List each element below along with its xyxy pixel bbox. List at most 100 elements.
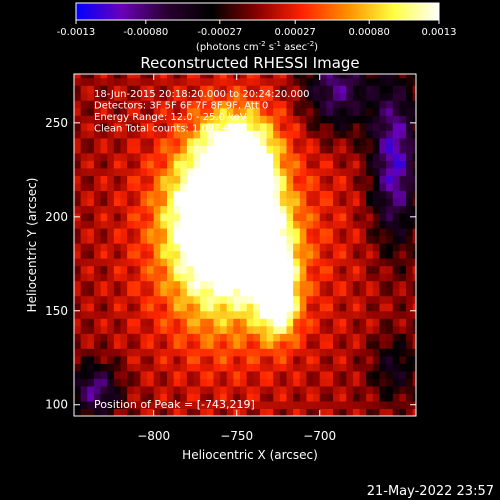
heatmap-cell xyxy=(74,385,82,394)
heatmap-cell xyxy=(366,122,374,131)
heatmap-cell xyxy=(273,250,281,259)
heatmap-cell xyxy=(186,235,195,244)
heatmap-cell xyxy=(266,288,274,297)
heatmap-cell xyxy=(319,303,327,312)
heatmap-cell xyxy=(246,130,254,139)
heatmap-cell xyxy=(379,160,387,169)
heatmap-cell xyxy=(259,137,268,146)
heatmap-cell xyxy=(319,243,327,252)
heatmap-cell xyxy=(220,310,228,319)
heatmap-cell xyxy=(220,385,228,394)
heatmap-cell xyxy=(346,318,354,327)
heatmap-cell xyxy=(93,385,102,394)
heatmap-cell xyxy=(107,408,115,416)
heatmap-cell xyxy=(286,152,294,161)
heatmap-cell xyxy=(246,250,254,259)
heatmap-cell xyxy=(147,333,155,342)
heatmap-cell xyxy=(266,400,274,409)
heatmap-cell xyxy=(293,205,301,214)
heatmap-cell xyxy=(339,258,347,267)
heatmap-cell xyxy=(253,107,261,116)
heatmap-cell xyxy=(166,243,175,252)
heatmap-cell xyxy=(259,77,268,86)
heatmap-cell xyxy=(173,107,181,116)
heatmap-cell xyxy=(166,167,175,176)
heatmap-cell xyxy=(140,74,148,79)
heatmap-cell xyxy=(313,243,321,252)
heatmap-cell xyxy=(392,220,400,229)
heatmap-cell xyxy=(193,355,201,364)
heatmap-cell xyxy=(259,258,268,267)
heatmap-cell xyxy=(279,258,288,267)
heatmap-cell xyxy=(246,152,254,161)
heatmap-cell xyxy=(226,385,234,394)
heatmap-cell xyxy=(366,310,374,319)
heatmap-cell xyxy=(392,408,400,416)
heatmap-cell xyxy=(379,318,387,327)
heatmap-cell xyxy=(366,348,374,357)
heatmap-cell xyxy=(220,190,228,199)
heatmap-cell xyxy=(332,235,341,244)
heatmap-cell xyxy=(147,273,155,282)
heatmap-cell xyxy=(133,198,141,207)
heatmap-cell xyxy=(332,100,341,109)
heatmap-cell xyxy=(386,348,394,357)
heatmap-cell xyxy=(379,370,387,379)
heatmap-cell xyxy=(259,348,268,357)
heatmap-cell xyxy=(93,400,102,409)
heatmap-cell xyxy=(246,205,254,214)
heatmap-cell xyxy=(266,137,274,146)
heatmap-cell xyxy=(293,107,301,116)
heatmap-cell xyxy=(286,273,294,282)
heatmap-cell xyxy=(113,190,121,199)
heatmap-cell xyxy=(140,303,148,312)
heatmap-cell xyxy=(279,393,288,402)
heatmap-cell xyxy=(286,288,294,297)
heatmap-cell xyxy=(220,175,228,184)
heatmap-cell xyxy=(253,145,261,154)
heatmap-cell xyxy=(293,280,301,289)
heatmap-cell xyxy=(160,205,168,214)
heatmap-cell xyxy=(273,74,281,79)
heatmap-cell xyxy=(166,258,175,267)
heatmap-cell xyxy=(213,92,221,101)
heatmap-cell xyxy=(93,190,102,199)
heatmap-cell xyxy=(147,190,155,199)
heatmap-cell xyxy=(147,318,155,327)
heatmap-cell xyxy=(140,295,148,304)
heatmap-cell xyxy=(319,385,327,394)
heatmap-cell xyxy=(186,250,195,259)
heatmap-cell xyxy=(253,250,261,259)
heatmap-cell xyxy=(107,340,115,349)
heatmap-cell xyxy=(332,205,341,214)
heatmap-cell xyxy=(113,393,121,402)
heatmap-cell xyxy=(173,220,181,229)
heatmap-cell xyxy=(399,408,407,416)
heatmap-cell xyxy=(386,152,394,161)
heatmap-cell xyxy=(147,152,155,161)
heatmap-cell xyxy=(379,145,387,154)
heatmap-cell xyxy=(279,295,288,304)
heatmap-cell xyxy=(193,265,201,274)
heatmap-cell xyxy=(193,385,201,394)
heatmap-cell xyxy=(74,175,82,184)
heatmap-cell xyxy=(386,77,394,86)
heatmap-cell xyxy=(127,74,135,79)
heatmap-cell xyxy=(153,378,161,387)
heatmap-cell xyxy=(166,325,175,334)
heatmap-cell xyxy=(74,243,82,252)
heatmap-cell xyxy=(259,122,268,131)
heatmap-cell xyxy=(80,122,88,131)
heatmap-cell xyxy=(326,400,334,409)
heatmap-cell xyxy=(133,100,141,109)
heatmap-cell xyxy=(286,378,294,387)
x-tick-label: −800 xyxy=(137,429,170,443)
heatmap-cell xyxy=(266,190,274,199)
heatmap-cell xyxy=(233,265,241,274)
heatmap-cell xyxy=(93,228,102,237)
heatmap-cell xyxy=(160,303,168,312)
heatmap-cell xyxy=(332,340,341,349)
heatmap-cell xyxy=(140,280,148,289)
heatmap-cell xyxy=(286,160,294,169)
heatmap-cell xyxy=(313,198,321,207)
